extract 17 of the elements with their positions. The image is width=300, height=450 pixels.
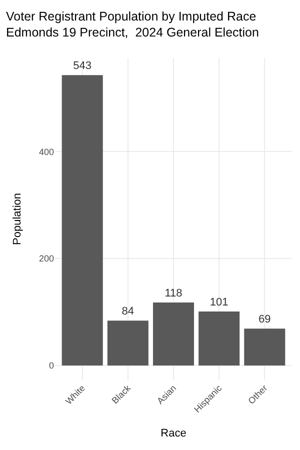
data-label: 543 [73, 60, 92, 72]
y-tick-label: 400 [38, 146, 54, 157]
data-label: 118 [164, 287, 182, 300]
chart-subtitle: Edmonds 19 Precinct, 2024 General Election [6, 26, 259, 40]
y-axis-title: Population [12, 193, 24, 245]
data-label: 101 [210, 296, 228, 309]
bar [107, 320, 148, 366]
bar [244, 328, 286, 366]
chart-title: Voter Registrant Population by Imputed Race [6, 9, 256, 24]
x-axis-title: Race [160, 428, 186, 440]
bar [198, 312, 240, 366]
bar [62, 75, 103, 366]
data-label: 69 [258, 314, 271, 326]
y-tick-label: 200 [38, 254, 54, 264]
bar [152, 302, 194, 366]
y-tick-label: 0 [48, 360, 54, 371]
data-label: 84 [122, 306, 134, 318]
